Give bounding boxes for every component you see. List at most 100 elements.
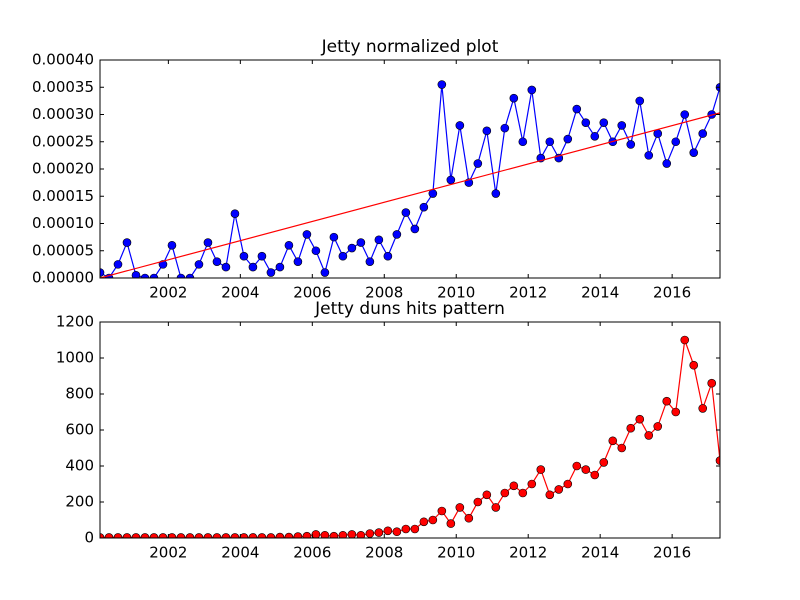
y-tick-label: 0.00030 bbox=[32, 105, 94, 123]
data-point bbox=[473, 159, 483, 168]
data-point bbox=[572, 104, 582, 114]
data-point bbox=[518, 488, 528, 498]
data-point bbox=[410, 524, 420, 534]
data-point bbox=[563, 479, 573, 489]
data-point bbox=[491, 189, 501, 198]
data-point bbox=[374, 528, 384, 537]
data-point bbox=[329, 232, 339, 242]
y-tick-label: 0.00000 bbox=[32, 269, 94, 287]
data-point bbox=[383, 526, 393, 536]
x-tick-label: 2004 bbox=[221, 284, 259, 302]
data-point bbox=[212, 533, 222, 538]
data-point bbox=[464, 513, 474, 523]
data-point bbox=[419, 517, 429, 527]
data-point bbox=[509, 93, 519, 103]
data-point bbox=[500, 488, 510, 498]
data-point bbox=[266, 268, 276, 277]
data-point bbox=[356, 531, 366, 538]
data-point bbox=[248, 262, 258, 272]
data-point bbox=[698, 404, 708, 413]
x-tick-label: 2002 bbox=[149, 544, 187, 562]
x-tick-label: 2012 bbox=[509, 284, 547, 302]
data-point bbox=[338, 531, 348, 538]
data-point bbox=[482, 126, 492, 136]
data-point bbox=[239, 251, 249, 261]
y-tick-label: 800 bbox=[65, 385, 94, 403]
data-point bbox=[527, 85, 537, 95]
y-tick-label: 600 bbox=[65, 421, 94, 439]
data-point bbox=[437, 80, 447, 89]
data-point bbox=[491, 503, 501, 512]
data-point bbox=[617, 121, 627, 130]
x-tick-label: 2016 bbox=[653, 284, 691, 302]
y-tick-label: 0.00020 bbox=[32, 160, 94, 178]
data-point bbox=[140, 533, 150, 538]
y-tick-label: 1000 bbox=[56, 349, 94, 367]
data-point bbox=[572, 461, 582, 471]
data-point bbox=[176, 273, 186, 278]
data-point bbox=[284, 241, 294, 250]
data-point bbox=[599, 118, 609, 127]
data-point bbox=[338, 251, 348, 261]
data-point bbox=[311, 530, 321, 538]
data-point bbox=[689, 148, 699, 157]
y-tick-label: 0.00040 bbox=[32, 51, 94, 69]
series-line bbox=[100, 84, 720, 278]
data-point bbox=[545, 490, 555, 500]
data-point bbox=[167, 241, 177, 250]
data-point bbox=[100, 533, 105, 538]
y-tick-label: 1200 bbox=[56, 313, 94, 331]
data-point bbox=[482, 490, 492, 500]
data-point bbox=[500, 123, 510, 133]
x-tick-label: 2016 bbox=[653, 544, 691, 562]
data-point bbox=[671, 137, 681, 147]
data-point bbox=[698, 129, 708, 138]
data-point bbox=[113, 260, 123, 269]
data-point bbox=[392, 230, 402, 239]
data-point bbox=[203, 533, 213, 538]
data-point bbox=[428, 189, 438, 198]
data-point bbox=[293, 257, 303, 266]
data-point bbox=[545, 137, 555, 147]
data-point bbox=[635, 414, 645, 424]
data-point bbox=[446, 175, 456, 185]
y-tick-label: 0.00035 bbox=[32, 78, 94, 96]
data-point bbox=[662, 396, 672, 406]
data-point bbox=[122, 238, 132, 247]
data-point bbox=[599, 458, 609, 467]
x-tick-label: 2010 bbox=[437, 284, 475, 302]
axes-frame bbox=[99, 321, 721, 539]
data-point bbox=[113, 533, 123, 538]
data-point bbox=[419, 202, 429, 212]
data-point bbox=[428, 515, 438, 525]
x-tick-label: 2002 bbox=[149, 284, 187, 302]
data-point bbox=[518, 137, 528, 147]
data-point bbox=[455, 503, 465, 512]
plot-area bbox=[100, 80, 720, 278]
data-point bbox=[410, 224, 420, 234]
data-point bbox=[329, 531, 339, 538]
y-tick-label: 0.00005 bbox=[32, 241, 94, 259]
data-point bbox=[221, 533, 231, 538]
data-point bbox=[563, 134, 573, 144]
data-point bbox=[536, 465, 546, 474]
data-point bbox=[707, 378, 717, 388]
data-point bbox=[347, 243, 357, 253]
data-point bbox=[644, 151, 654, 160]
data-point bbox=[104, 533, 114, 538]
data-point bbox=[203, 238, 213, 247]
data-point bbox=[131, 533, 141, 538]
data-point bbox=[320, 531, 330, 538]
x-tick-label: 2010 bbox=[437, 544, 475, 562]
x-tick-label: 2008 bbox=[365, 284, 403, 302]
data-point bbox=[554, 485, 564, 494]
series-line bbox=[100, 339, 720, 538]
data-point bbox=[158, 533, 168, 538]
x-tick-label: 2004 bbox=[221, 544, 259, 562]
data-point bbox=[581, 118, 591, 127]
data-point bbox=[302, 531, 312, 538]
data-point bbox=[248, 533, 258, 538]
x-tick-label: 2008 bbox=[365, 544, 403, 562]
data-point bbox=[302, 230, 312, 239]
